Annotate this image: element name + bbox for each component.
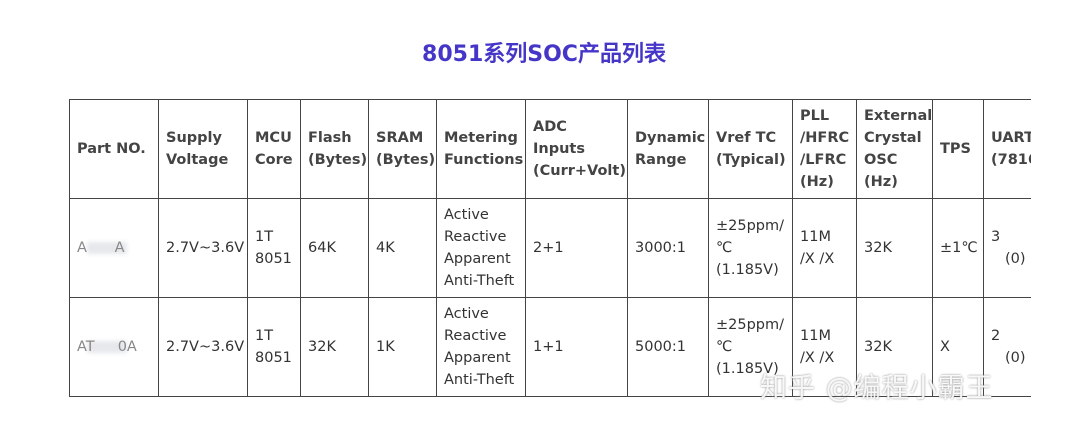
header-cell: UART (7816 [983,99,1031,199]
part-number: A A [77,240,125,256]
voltage-cell: 2.7V~3.6V [158,297,248,397]
header-cell: External Crystal OSC (Hz) [856,99,933,199]
osc-cell: 32K [856,198,933,298]
sram-cell: 1K [368,297,437,397]
header-cell: SRAM (Bytes) [368,99,437,199]
range-cell: 5000:1 [627,297,709,397]
osc-cell: 32K [856,297,933,397]
part-cell: AT 0A [69,297,159,397]
pll-cell: 11M /X /X [792,198,857,298]
uart-value: 3 [991,229,1001,245]
header-row: Part NO. Supply Voltage MCU Core Flash (… [69,99,1031,199]
part-cell: A A [69,198,159,298]
sram-cell: 4K [368,198,437,298]
header-cell: ADC Inputs (Curr+Volt) [525,99,628,199]
core-cell: 1T 8051 [247,198,301,298]
header-cell: Dynamic Range [627,99,709,199]
blur-mask [87,341,127,353]
header-cell: TPS [932,99,984,199]
header-cell: PLL /HFRC /LFRC (Hz) [792,99,857,199]
table-row: AT 0A 2.7V~3.6V 1T 8051 32K 1K Active Re… [69,297,1031,397]
core-cell: 1T 8051 [247,297,301,397]
uart-cell: 2 (0) [983,297,1031,397]
product-table-container: Part NO. Supply Voltage MCU Core Flash (… [69,99,1031,397]
header-cell: Metering Functions [436,99,526,199]
adc-cell: 1+1 [525,297,628,397]
uart-sub: (0) [1005,350,1026,366]
range-cell: 3000:1 [627,198,709,298]
metering-cell: Active Reactive Apparent Anti-Theft [436,198,526,298]
part-number: AT 0A [77,339,137,355]
tps-cell: ±1℃ [932,198,984,298]
voltage-cell: 2.7V~3.6V [158,198,248,298]
header-cell: Supply Voltage [158,99,248,199]
tps-cell: X [932,297,984,397]
table-row: A A 2.7V~3.6V 1T 8051 64K 4K Active Reac… [69,198,1031,298]
product-table: Part NO. Supply Voltage MCU Core Flash (… [69,99,1031,397]
vref-cell: ±25ppm/ ℃ (1.185V) [708,198,793,298]
uart-value: 2 [991,328,1001,344]
header-cell: MCU Core [247,99,301,199]
metering-cell: Active Reactive Apparent Anti-Theft [436,297,526,397]
flash-cell: 32K [300,297,369,397]
header-cell: Flash (Bytes) [300,99,369,199]
uart-sub: (0) [1005,251,1026,267]
header-cell: Part NO. [69,99,159,199]
header-cell: Vref TC (Typical) [708,99,793,199]
flash-cell: 64K [300,198,369,298]
page-title: 8051系列SOC产品列表 [422,42,666,67]
blur-mask [87,242,127,254]
watermark: 知乎 @编程小霸王 [760,373,994,404]
adc-cell: 2+1 [525,198,628,298]
pll-cell: 11M /X /X [792,297,857,397]
uart-cell: 3 (0) [983,198,1031,298]
